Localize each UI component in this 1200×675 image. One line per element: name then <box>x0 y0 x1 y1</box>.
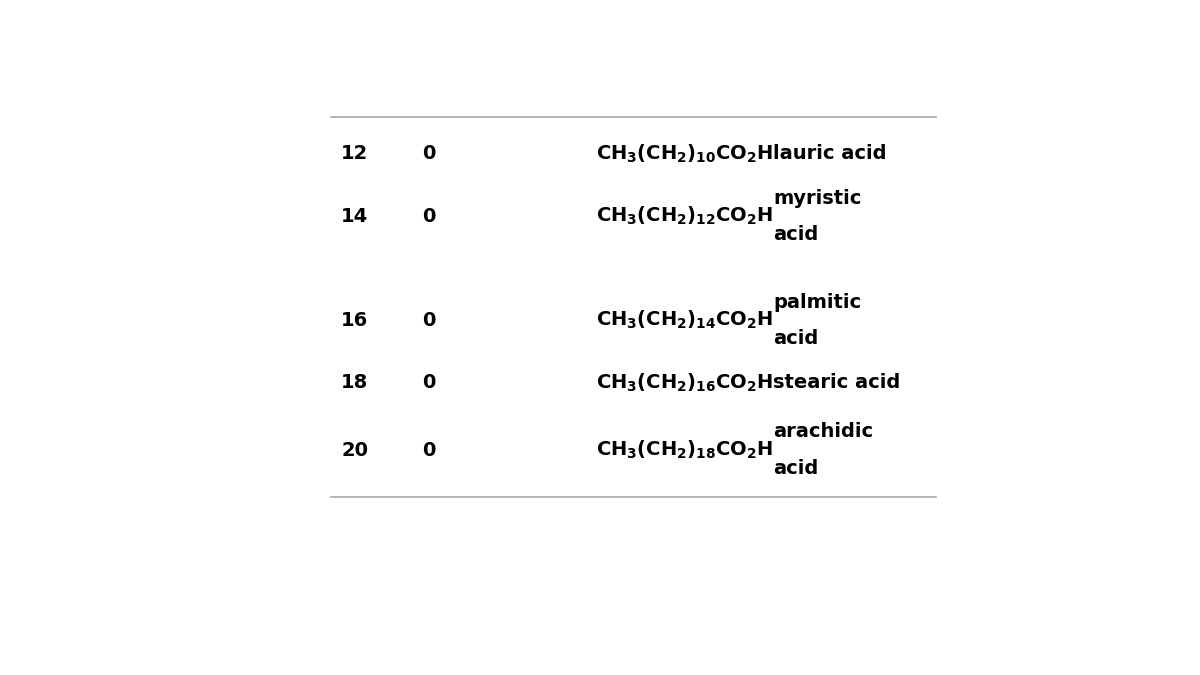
Text: 0: 0 <box>422 207 436 225</box>
Text: 12: 12 <box>341 144 368 163</box>
Text: 0: 0 <box>422 144 436 163</box>
Text: $\mathbf{CH_3(CH_2)_{14}CO_2H}$: $\mathbf{CH_3(CH_2)_{14}CO_2H}$ <box>596 309 773 331</box>
Text: $\mathbf{CH_3(CH_2)_{16}CO_2H}$: $\mathbf{CH_3(CH_2)_{16}CO_2H}$ <box>596 371 773 394</box>
Text: stearic acid: stearic acid <box>773 373 900 392</box>
Text: arachidic: arachidic <box>773 423 874 441</box>
Text: 0: 0 <box>422 441 436 460</box>
Text: 18: 18 <box>341 373 368 392</box>
Text: myristic: myristic <box>773 188 862 207</box>
Text: 0: 0 <box>422 373 436 392</box>
Text: acid: acid <box>773 458 818 478</box>
Text: palmitic: palmitic <box>773 292 862 311</box>
Text: 0: 0 <box>422 310 436 329</box>
Text: acid: acid <box>773 329 818 348</box>
Text: $\mathbf{CH_3(CH_2)_{12}CO_2H}$: $\mathbf{CH_3(CH_2)_{12}CO_2H}$ <box>596 205 773 227</box>
Text: 16: 16 <box>341 310 368 329</box>
Text: acid: acid <box>773 225 818 244</box>
Text: $\mathbf{CH_3(CH_2)_{18}CO_2H}$: $\mathbf{CH_3(CH_2)_{18}CO_2H}$ <box>596 439 773 461</box>
Text: 14: 14 <box>341 207 368 225</box>
Text: 20: 20 <box>341 441 368 460</box>
Text: lauric acid: lauric acid <box>773 144 887 163</box>
Text: $\mathbf{CH_3(CH_2)_{10}CO_2H}$: $\mathbf{CH_3(CH_2)_{10}CO_2H}$ <box>596 142 773 165</box>
